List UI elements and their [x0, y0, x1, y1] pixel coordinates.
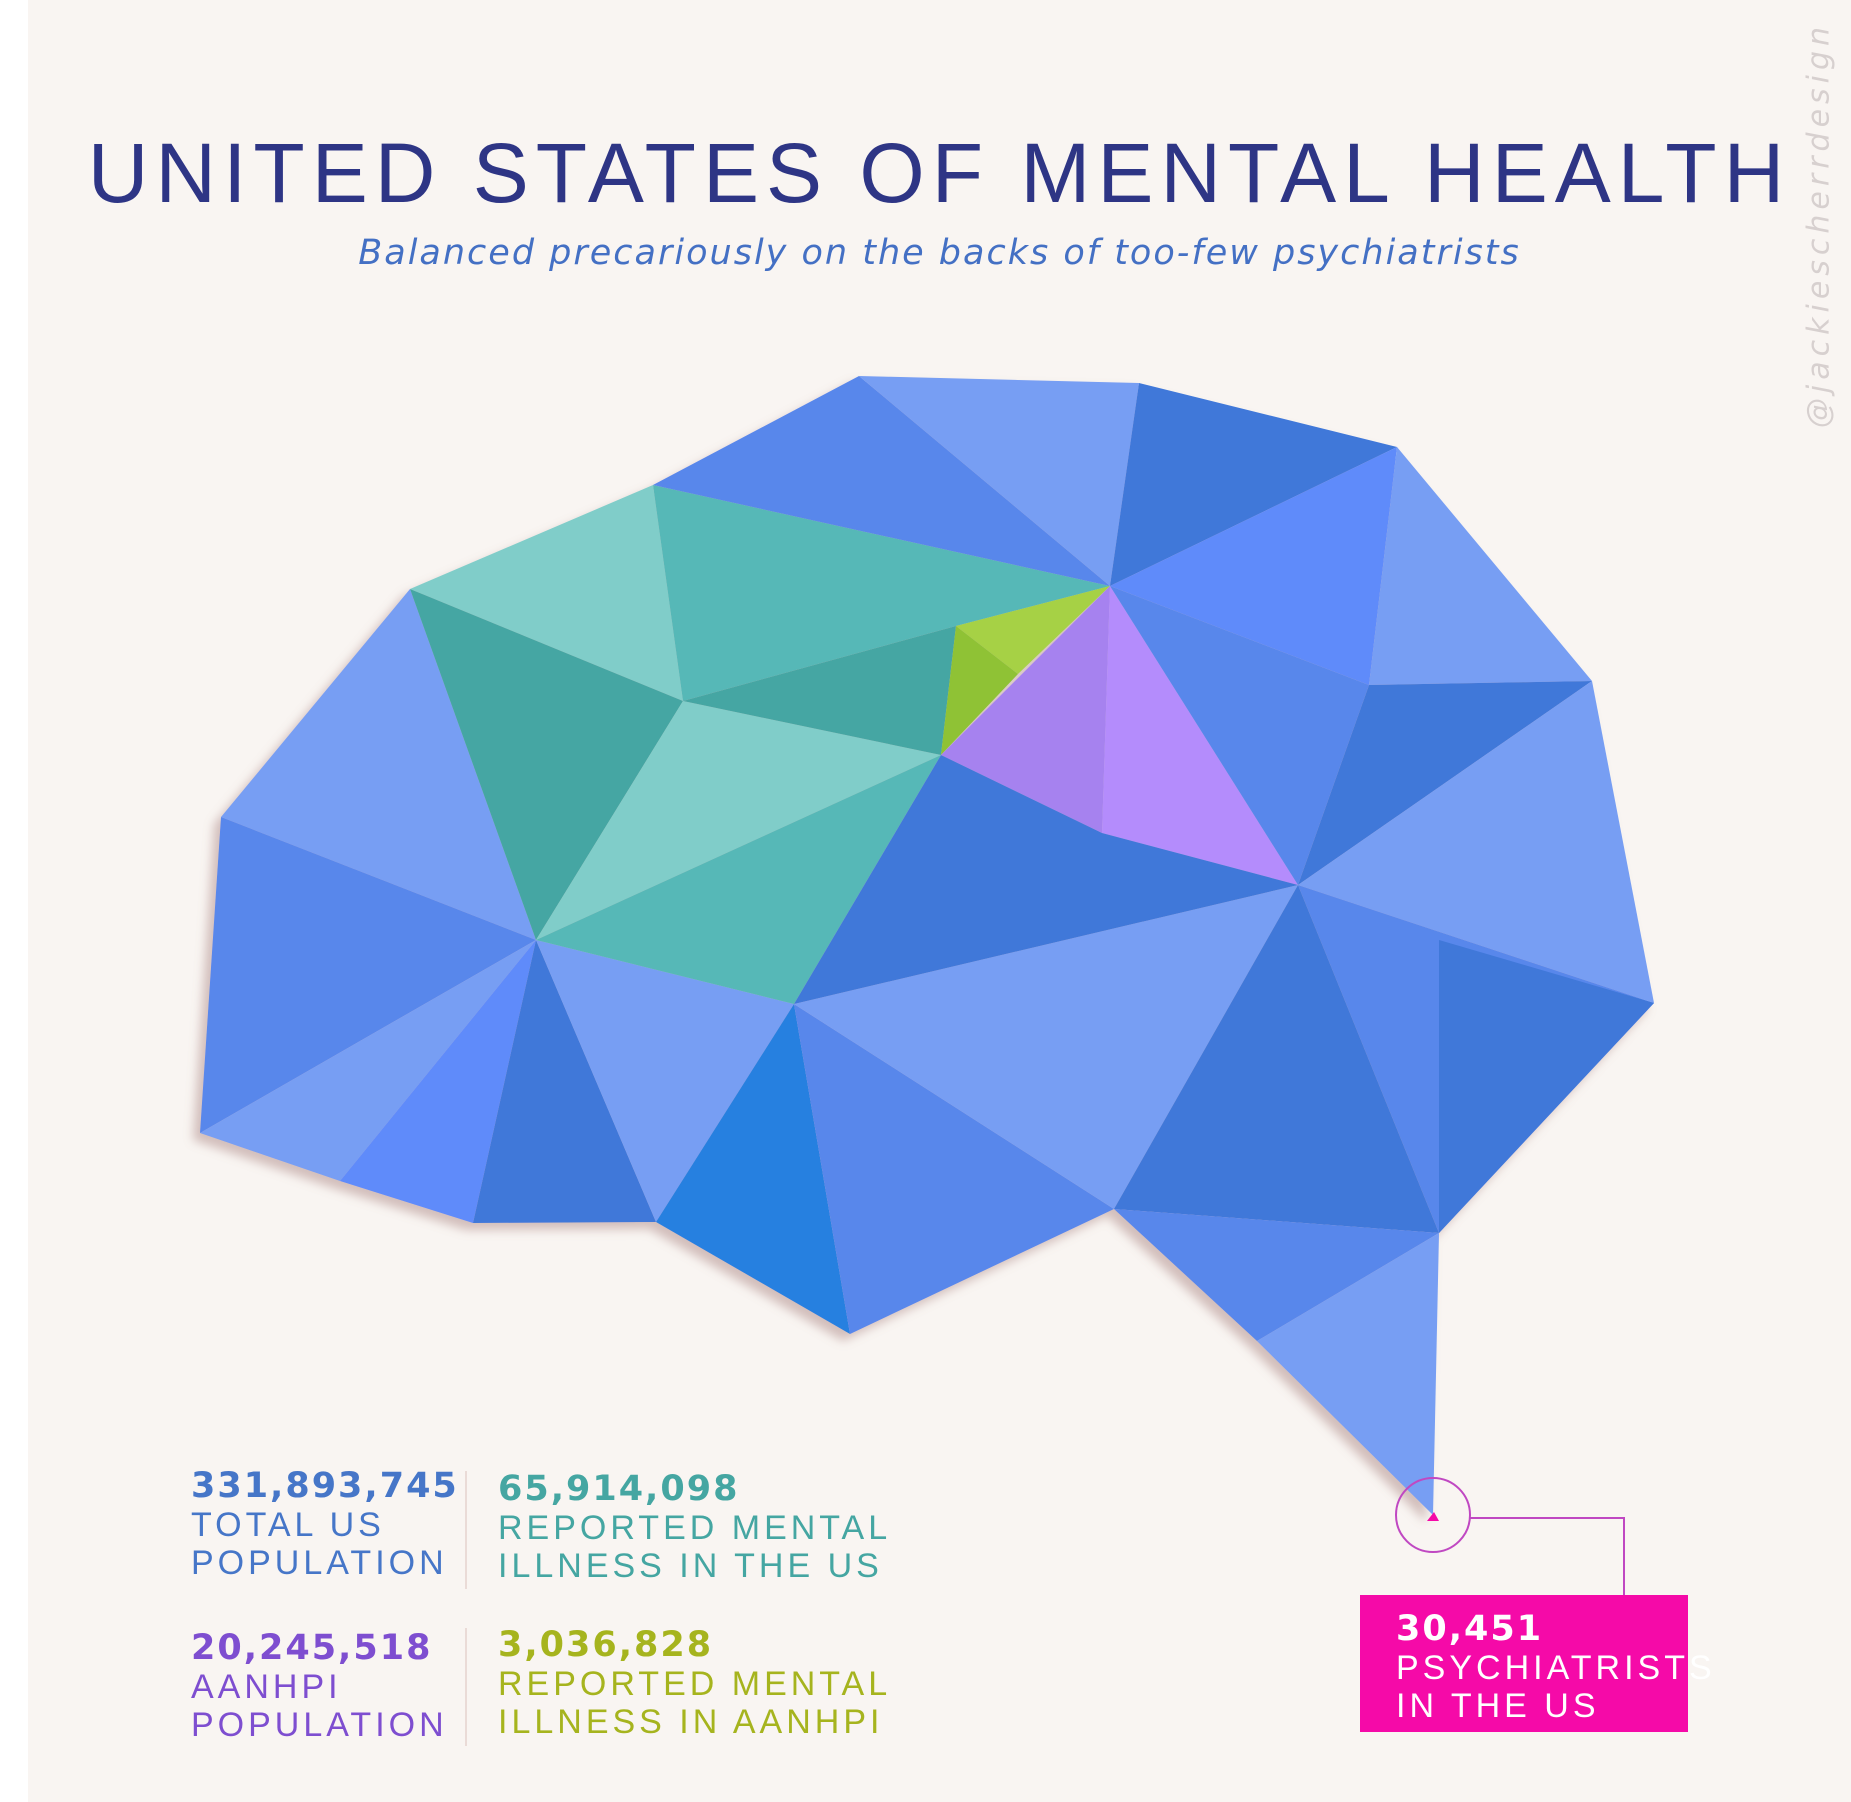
- stat-mental-illness-us: 65,914,098 REPORTED MENTAL ILLNESS IN TH…: [498, 1469, 891, 1585]
- stat-value: 3,036,828: [498, 1625, 714, 1665]
- stat-label: AANHPI POPULATION: [191, 1668, 448, 1744]
- brain-facet: [536, 940, 794, 1222]
- stat-value: 65,914,098: [498, 1469, 740, 1509]
- brain-facet: [200, 940, 536, 1181]
- brain-facet: [1369, 447, 1592, 685]
- page-subtitle: Balanced precariously on the backs of to…: [358, 233, 1521, 273]
- callout-label: PSYCHIATRISTS IN THE US: [1396, 1649, 1716, 1725]
- brain-facet: [941, 586, 1110, 833]
- brain-facet: [1257, 1233, 1439, 1515]
- brain-facet: [794, 755, 1298, 1004]
- brain-facet: [221, 589, 536, 940]
- brain-facet: [794, 885, 1298, 1209]
- brain-facet: [956, 586, 1110, 674]
- brain-facet: [1110, 586, 1369, 885]
- stat-value: 20,245,518: [191, 1628, 433, 1668]
- stat-label: REPORTED MENTAL ILLNESS IN AANHPI: [498, 1665, 892, 1741]
- infographic-poster: UNITED STATES OF MENTAL HEALTH Balanced …: [28, 0, 1851, 1802]
- brain-facet: [410, 485, 683, 701]
- brain-facet: [1110, 383, 1397, 586]
- brain-facet: [410, 589, 683, 940]
- brain-facet: [536, 755, 941, 1004]
- brain-facet: [656, 1004, 850, 1334]
- brain-facet: [1114, 885, 1439, 1233]
- brain-facet: [859, 376, 1139, 586]
- callout-connector: [1470, 1517, 1625, 1595]
- page-title: UNITED STATES OF MENTAL HEALTH: [87, 126, 1792, 220]
- brain-facet: [653, 376, 1110, 586]
- brain-facet: [1439, 940, 1654, 1233]
- callout-marker-ring: [1395, 1477, 1471, 1553]
- stat-divider: [465, 1628, 467, 1746]
- brain-facet: [653, 485, 1110, 701]
- brain-facet: [794, 1004, 1114, 1334]
- brain-facet: [1114, 1209, 1439, 1341]
- brain-facet: [200, 817, 536, 1133]
- stat-aanhpi-population: 20,245,518 AANHPI POPULATION: [191, 1628, 448, 1744]
- brain-facet: [683, 626, 956, 755]
- stat-total-us-population: 331,893,745 TOTAL US POPULATION: [191, 1466, 459, 1582]
- brain-facet: [1110, 447, 1397, 685]
- brain-facet: [1102, 586, 1298, 885]
- brain-facet: [340, 940, 536, 1223]
- callout-value: 30,451: [1396, 1609, 1544, 1649]
- brain-facet: [941, 626, 1018, 755]
- polygon-brain-illustration: [200, 376, 1654, 1595]
- brain-facet: [473, 940, 656, 1223]
- stat-value: 331,893,745: [191, 1466, 459, 1506]
- stat-label: TOTAL US POPULATION: [191, 1506, 448, 1582]
- stat-label: REPORTED MENTAL ILLNESS IN THE US: [498, 1509, 892, 1585]
- stat-mental-illness-aanhpi: 3,036,828 REPORTED MENTAL ILLNESS IN AAN…: [498, 1625, 891, 1741]
- brain-facet: [1298, 681, 1654, 1003]
- brain-facet: [536, 701, 941, 940]
- stat-divider: [465, 1471, 467, 1589]
- callout-marker-dot: [1427, 1512, 1439, 1521]
- psychiatrists-callout-box: 30,451 PSYCHIATRISTS IN THE US: [1360, 1595, 1716, 1732]
